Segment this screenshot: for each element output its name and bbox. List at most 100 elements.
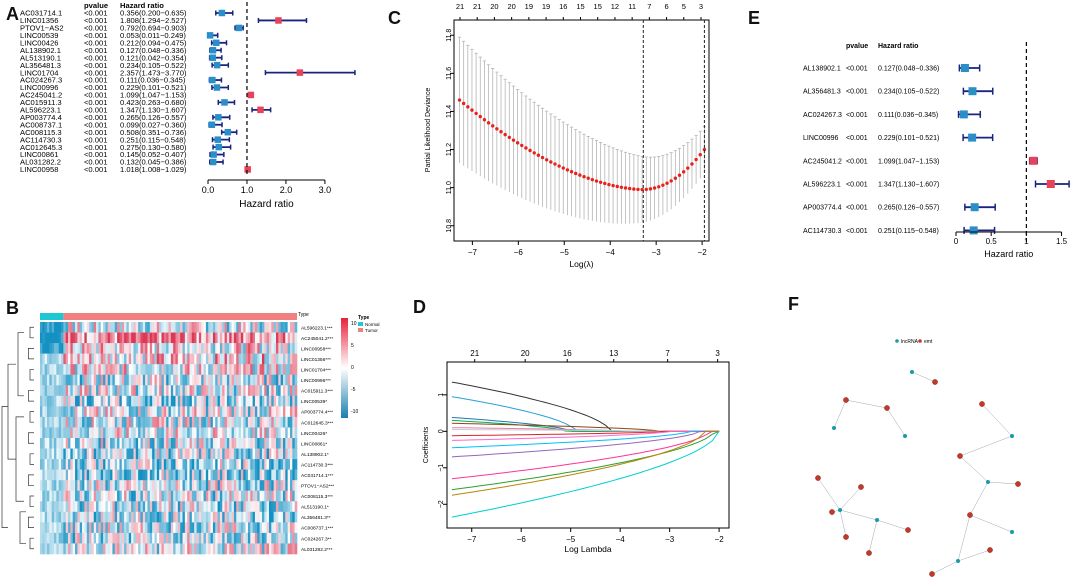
heatmap-cell <box>191 395 195 407</box>
heatmap-cell <box>173 459 176 470</box>
heatmap-cell <box>117 385 120 397</box>
heatmap-cell <box>79 490 83 502</box>
deviance-point <box>461 101 466 106</box>
heatmap-cell <box>229 459 232 470</box>
heatmap-cell <box>175 543 179 555</box>
heatmap-cell <box>182 427 186 439</box>
heatmap-cell <box>250 543 253 555</box>
heatmap-cell <box>72 416 76 428</box>
heatmap-cell <box>128 322 132 333</box>
heatmap-row-label: AC024267.3** <box>301 536 332 542</box>
heatmap-cell <box>61 522 64 534</box>
heatmap-cell <box>212 374 216 386</box>
heatmap-cell <box>287 416 291 428</box>
heatmap-cell <box>189 490 193 502</box>
heatmap-cell <box>82 511 85 523</box>
heatmap-cell <box>201 438 204 449</box>
heatmap-cell <box>252 501 256 513</box>
hazard-ratio-label: 0.111(0.036−0.345) <box>120 76 186 85</box>
heatmap-cell <box>117 448 120 460</box>
heatmap-cell <box>289 480 293 492</box>
heatmap-cell <box>96 543 99 555</box>
heatmap-cell <box>238 332 242 344</box>
heatmap-cell <box>149 438 153 449</box>
heatmap-cell <box>257 353 260 365</box>
heatmap-cell <box>82 416 85 428</box>
heatmap-cell <box>42 501 45 513</box>
heatmap-cell <box>91 406 95 418</box>
heatmap-cell <box>168 532 172 544</box>
heatmap-cell <box>210 469 214 481</box>
heatmap-cell <box>112 532 116 544</box>
heatmap-cell <box>236 501 239 513</box>
heatmap-cell <box>252 438 256 449</box>
heatmap-cell <box>40 385 43 397</box>
heatmap-cell <box>126 332 130 344</box>
heatmap-cell <box>114 501 118 513</box>
heatmap-cell <box>261 490 265 502</box>
heatmap-cell <box>187 543 190 555</box>
heatmap-cell <box>133 438 137 449</box>
heatmap-cell <box>124 353 127 365</box>
heatmap-cell <box>124 448 127 460</box>
heatmap-cell <box>282 532 286 544</box>
gene-name-label: PTOV1−AS2 <box>20 24 64 33</box>
heatmap-cell <box>63 343 66 354</box>
heatmap-cell <box>44 364 48 376</box>
heatmap-cell <box>233 459 237 470</box>
heatmap-cell <box>159 427 162 439</box>
heatmap-cell <box>243 416 246 428</box>
heatmap-cell <box>105 395 109 407</box>
heatmap-cell <box>294 501 298 513</box>
heatmap-cell <box>182 332 186 344</box>
heatmap-cell <box>247 353 251 365</box>
heatmap-cell <box>51 322 55 333</box>
p-value-label: <0.001 <box>846 65 868 72</box>
heatmap-cell <box>51 448 55 460</box>
heatmap-cell <box>44 416 48 428</box>
heatmap-cell <box>107 364 111 376</box>
heatmap-cell <box>203 469 207 481</box>
hazard-ratio-label: 2.357(1.473−3.770) <box>120 68 187 77</box>
heatmap-cell <box>170 427 174 439</box>
heatmap-cell <box>63 438 66 449</box>
panel-letter-e: E <box>748 8 760 28</box>
heatmap-cell <box>40 374 43 386</box>
heatmap-cell <box>44 353 48 365</box>
heatmap-cell <box>217 469 221 481</box>
heatmap-cell <box>61 406 64 418</box>
emt-node <box>1015 481 1021 487</box>
heatmap-cell <box>163 438 167 449</box>
heatmap-cell <box>233 322 237 333</box>
heatmap-cell <box>140 416 144 428</box>
heatmap-cell <box>294 385 298 397</box>
heatmap-cell <box>285 374 288 386</box>
heatmap-cell <box>72 374 76 386</box>
x-tick-label: −2 <box>698 248 708 257</box>
heatmap-cell <box>70 459 74 470</box>
heatmap-cell <box>231 374 235 386</box>
y-tick-label: 0 <box>438 429 445 433</box>
top-count-label: 3 <box>715 349 720 358</box>
heatmap-cell <box>247 343 251 354</box>
p-value-label: <0.001 <box>84 38 107 47</box>
heatmap-cell <box>166 416 169 428</box>
heatmap-cell <box>173 374 176 386</box>
heatmap-cell <box>65 385 69 397</box>
legend-label-emt: emt <box>924 339 933 345</box>
heatmap-cell <box>154 343 158 354</box>
panel-letter-a: A <box>6 4 19 24</box>
heatmap-cell <box>275 448 279 460</box>
heatmap-cell <box>208 322 211 333</box>
p-value-label: <0.001 <box>846 181 868 188</box>
heatmap-cell <box>161 511 165 523</box>
heatmap-cell <box>229 322 232 333</box>
heatmap-cell <box>145 459 148 470</box>
heatmap-cell <box>103 374 106 386</box>
heatmap-cell <box>77 543 81 555</box>
heatmap-cell <box>110 543 113 555</box>
heatmap-cell <box>161 332 165 344</box>
heatmap-cell <box>205 343 209 354</box>
heatmap-cell <box>152 501 155 513</box>
gene-name-label: LINC00426 <box>20 38 58 47</box>
